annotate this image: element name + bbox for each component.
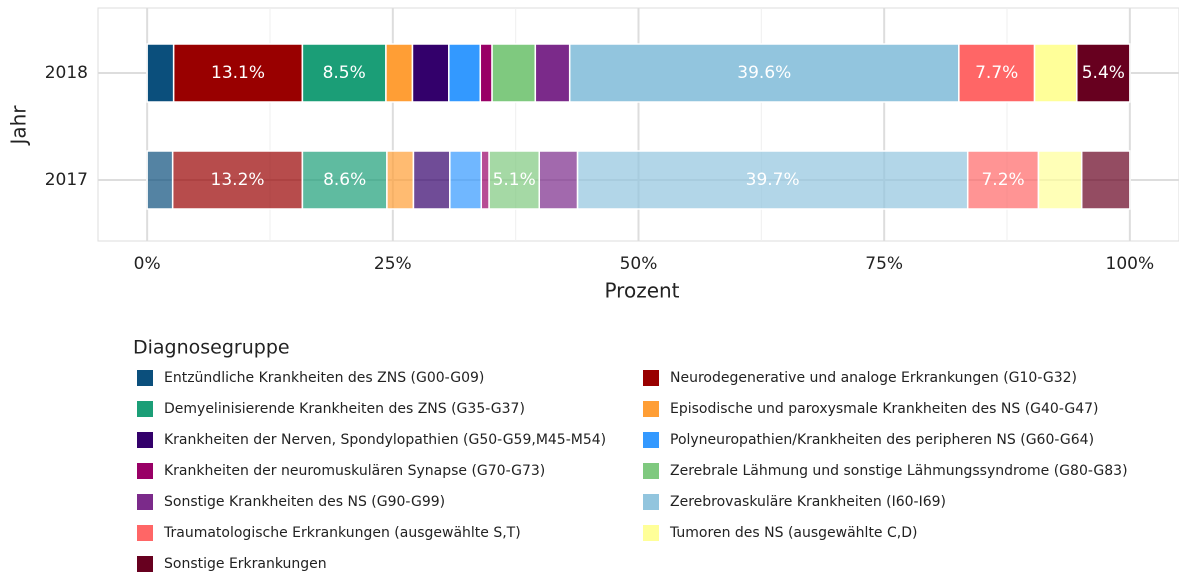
bar-segment bbox=[171, 150, 304, 210]
bar-segment bbox=[576, 150, 969, 210]
bar-segment bbox=[480, 150, 490, 210]
bar-segment bbox=[386, 150, 415, 210]
value-label: 5.4% bbox=[1082, 63, 1125, 83]
legend-swatch bbox=[137, 556, 153, 572]
legend-swatch bbox=[137, 432, 153, 448]
legend-label: Krankheiten der Nerven, Spondylopathien … bbox=[164, 432, 606, 448]
bar-segment bbox=[385, 43, 414, 103]
bar-segment bbox=[449, 150, 483, 210]
value-label: 39.6% bbox=[737, 63, 791, 83]
legend-label: Zerebrovaskuläre Krankheiten (I60-I69) bbox=[670, 494, 946, 510]
x-tick-label: 0% bbox=[134, 254, 161, 274]
bar-segment bbox=[172, 43, 304, 103]
value-label: 8.5% bbox=[323, 63, 366, 83]
bar-segment bbox=[1076, 43, 1131, 103]
legend-label: Sonstige Krankheiten des NS (G90-G99) bbox=[164, 494, 445, 510]
bar-segment bbox=[491, 43, 537, 103]
legend-swatch bbox=[137, 494, 153, 510]
legend-swatch bbox=[137, 525, 153, 541]
y-tick-label: 2018 bbox=[45, 63, 88, 83]
bar-segment bbox=[411, 43, 450, 103]
legend-swatch bbox=[643, 525, 659, 541]
x-axis-title: Prozent bbox=[604, 279, 679, 303]
y-tick-label: 2017 bbox=[45, 170, 88, 190]
legend-label: Tumoren des NS (ausgewählte C,D) bbox=[669, 525, 917, 541]
legend-swatch bbox=[137, 370, 153, 386]
value-label: 5.1% bbox=[493, 170, 536, 190]
legend-label: Demyelinisierende Krankheiten des ZNS (G… bbox=[164, 401, 525, 417]
value-label: 13.1% bbox=[211, 63, 265, 83]
legend-swatch bbox=[643, 432, 659, 448]
bar-segment bbox=[1037, 150, 1083, 210]
legend-swatch bbox=[643, 401, 659, 417]
legend-label: Episodische und paroxysmale Krankheiten … bbox=[670, 401, 1099, 417]
legend-swatch bbox=[643, 370, 659, 386]
x-tick-label: 50% bbox=[620, 254, 658, 274]
legend-swatch bbox=[137, 401, 153, 417]
bar-segment bbox=[479, 43, 493, 103]
legend-swatch bbox=[643, 494, 659, 510]
legend-label: Neurodegenerative und analoge Erkrankung… bbox=[670, 370, 1077, 386]
value-label: 39.7% bbox=[746, 170, 800, 190]
legend-title: Diagnosegruppe bbox=[133, 337, 290, 359]
legend-label: Sonstige Erkrankungen bbox=[164, 556, 327, 572]
legend-label: Entzündliche Krankheiten des ZNS (G00-G0… bbox=[164, 370, 484, 386]
legend-label: Krankheiten der neuromuskulären Synapse … bbox=[164, 463, 545, 479]
bar-segment bbox=[534, 43, 571, 103]
bar-segment bbox=[448, 43, 482, 103]
legend-label: Traumatologische Erkrankungen (ausgewähl… bbox=[163, 525, 521, 541]
bar-segment bbox=[538, 150, 579, 210]
bar-segment bbox=[1080, 150, 1131, 210]
value-label: 8.6% bbox=[323, 170, 366, 190]
bar-segment bbox=[1033, 43, 1078, 103]
legend-swatch bbox=[643, 463, 659, 479]
legend-swatch bbox=[137, 463, 153, 479]
bar-segment bbox=[412, 150, 451, 210]
value-label: 7.7% bbox=[975, 63, 1018, 83]
bar-segment bbox=[488, 150, 540, 210]
value-label: 13.2% bbox=[211, 170, 265, 190]
x-tick-label: 75% bbox=[865, 254, 903, 274]
bar-segment bbox=[146, 43, 175, 103]
value-label: 7.2% bbox=[981, 170, 1024, 190]
legend-label: Zerebrale Lähmung und sonstige Lähmungss… bbox=[670, 463, 1128, 479]
x-tick-label: 100% bbox=[1106, 254, 1155, 274]
legend-label: Polyneuropathien/Krankheiten des periphe… bbox=[670, 432, 1094, 448]
y-axis-title: Jahr bbox=[7, 105, 31, 147]
bar-segment bbox=[568, 43, 960, 103]
bar-segment bbox=[301, 150, 388, 210]
x-tick-label: 25% bbox=[374, 254, 412, 274]
bar-segment bbox=[146, 150, 174, 210]
bar-segment bbox=[958, 43, 1036, 103]
